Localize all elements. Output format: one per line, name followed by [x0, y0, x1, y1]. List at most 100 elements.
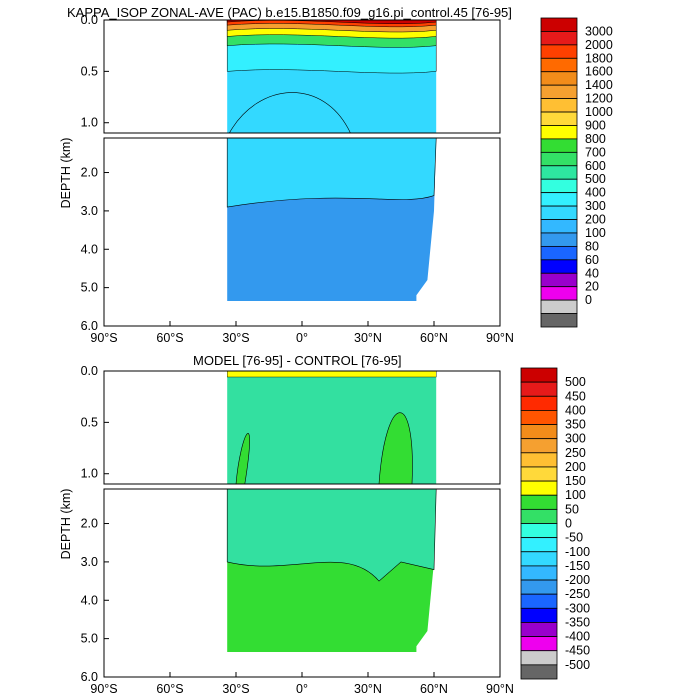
colorbar-label: 400 [565, 403, 586, 417]
colorbar-swatch [520, 424, 558, 440]
colorbar-swatch [540, 111, 578, 126]
colorbar-swatch [540, 313, 578, 328]
colorbar-label: 50 [565, 502, 579, 516]
upper-contour-band [226, 370, 437, 378]
y-tick-label: 4.0 [81, 593, 98, 607]
colorbar-label: 300 [585, 199, 606, 213]
colorbar-swatch [540, 286, 578, 301]
colorbar-swatch [520, 410, 558, 425]
colorbar-swatch [540, 71, 578, 86]
x-tick-label: 60°S [156, 682, 183, 696]
x-tick-label: 30°S [222, 331, 249, 345]
colorbar-swatch [520, 480, 558, 496]
y-tick-label: 2.0 [81, 166, 98, 180]
colorbar-swatch [520, 494, 558, 510]
colorbar-label: 2000 [585, 38, 613, 52]
colorbar-label: -500 [565, 658, 590, 672]
colorbar-swatch [540, 125, 578, 140]
colorbar-label: 700 [585, 145, 606, 159]
colorbar-label: 600 [585, 159, 606, 173]
x-tick-label: 60°S [156, 331, 183, 345]
colorbar-swatch [540, 245, 578, 261]
colorbar-label: 20 [585, 280, 599, 294]
colorbar-swatch [520, 579, 558, 595]
y-tick-label: 0.0 [81, 364, 98, 378]
colorbar-label: -400 [565, 630, 590, 644]
lower-contour-band [226, 137, 437, 208]
colorbar-swatch [520, 537, 558, 553]
upper-contour-band [229, 92, 351, 134]
colorbar-swatch [520, 593, 558, 609]
colorbar-label: 1000 [585, 105, 613, 119]
y-tick-label: 6.0 [81, 670, 98, 684]
y-axis-label: DEPTH (km) [59, 489, 73, 560]
colorbar-swatch [520, 551, 558, 567]
colorbar-label: -450 [565, 644, 590, 658]
x-tick-label: 90°S [90, 331, 117, 345]
colorbar-swatch [540, 205, 578, 220]
colorbar-label: 80 [585, 239, 599, 253]
upper-plot-frame [103, 19, 501, 134]
colorbar-swatch [540, 44, 578, 59]
y-axis-label: DEPTH (km) [59, 138, 73, 209]
colorbar-label: 100 [565, 488, 586, 502]
colorbar-swatch [520, 622, 558, 637]
colorbar-swatch [520, 466, 558, 482]
colorbar-label: -150 [565, 559, 590, 573]
colorbar-label: 1600 [585, 65, 613, 79]
y-tick-label: 1.0 [81, 467, 98, 481]
colorbar-swatch [520, 508, 558, 524]
colorbar-label: 0 [585, 293, 592, 307]
colorbar-swatch [520, 523, 558, 539]
colorbar-swatch [520, 367, 558, 383]
x-tick-label: 60°N [420, 331, 448, 345]
colorbar-swatch [520, 381, 558, 397]
colorbar-swatch [540, 178, 578, 194]
colorbar-label: -250 [565, 587, 590, 601]
y-tick-label: 4.0 [81, 242, 98, 256]
y-tick-label: 0.5 [81, 415, 98, 429]
panel-title: KAPPA_ISOP ZONAL-AVE (PAC) b.e15.B1850.f… [67, 5, 512, 20]
colorbar-label: 300 [565, 432, 586, 446]
x-tick-label: 0° [296, 331, 308, 345]
upper-contour-band [378, 412, 413, 485]
colorbar-swatch [520, 607, 558, 623]
colorbar-swatch [540, 31, 578, 46]
y-tick-label: 3.0 [81, 555, 98, 569]
colorbar-label: 1400 [585, 78, 613, 92]
x-tick-label: 0° [296, 682, 308, 696]
y-tick-label: 1.0 [81, 116, 98, 130]
colorbar-label: 350 [565, 418, 586, 432]
x-tick-label: 30°N [354, 331, 382, 345]
colorbar-label: 500 [565, 375, 586, 389]
colorbar-swatch [540, 219, 578, 234]
colorbar-swatch [540, 272, 578, 288]
colorbar-swatch [520, 395, 558, 411]
colorbar-label: -300 [565, 601, 590, 615]
colorbar-swatch [540, 232, 578, 247]
lower-contour-band [226, 488, 437, 582]
colorbar-label: 450 [565, 389, 586, 403]
colorbar-label: 800 [585, 132, 606, 146]
colorbar-label: 0 [565, 517, 572, 531]
colorbar-label: 3000 [585, 24, 613, 38]
colorbar-label: 900 [585, 118, 606, 132]
colorbar-label: 250 [565, 446, 586, 460]
colorbar-swatch [520, 650, 558, 666]
colorbar-swatch [520, 565, 558, 581]
y-tick-label: 0.0 [81, 13, 98, 27]
colorbar-swatch [520, 664, 558, 680]
y-tick-label: 0.5 [81, 64, 98, 78]
colorbar-label: 100 [585, 226, 606, 240]
x-tick-label: 30°S [222, 682, 249, 696]
colorbar-swatch [540, 151, 578, 167]
colorbar-swatch [540, 138, 578, 153]
upper-contour-band [226, 19, 437, 25]
colorbar-label: 1800 [585, 51, 613, 65]
y-tick-label: 3.0 [81, 204, 98, 218]
x-tick-label: 60°N [420, 682, 448, 696]
colorbar-label: -350 [565, 615, 590, 629]
colorbar-label: -50 [565, 531, 583, 545]
colorbar-swatch [540, 259, 578, 274]
